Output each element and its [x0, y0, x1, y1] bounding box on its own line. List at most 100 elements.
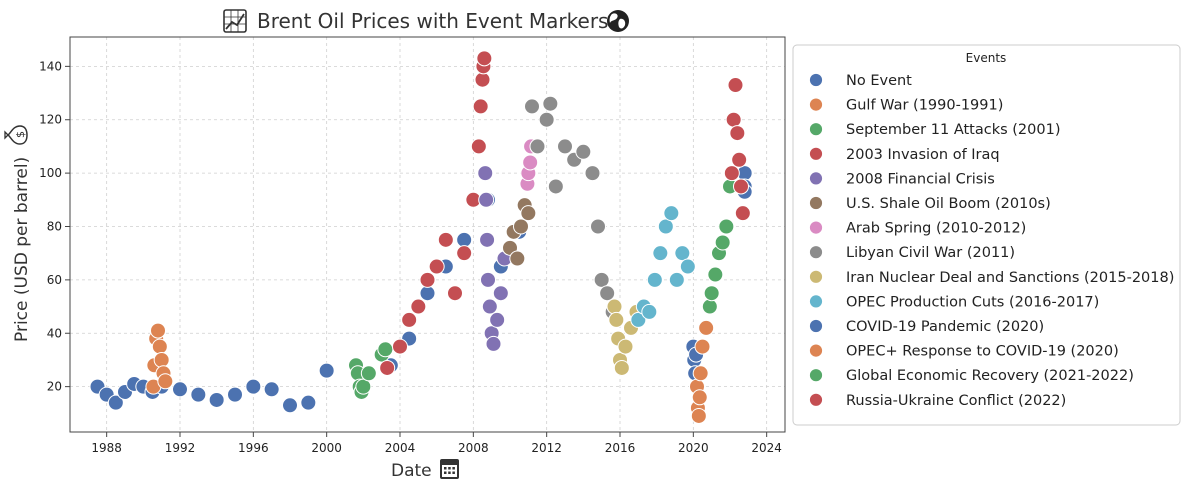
data-point — [419, 271, 436, 288]
data-point — [300, 394, 317, 411]
data-point — [701, 298, 718, 315]
x-tick-label: 2012 — [531, 441, 562, 455]
data-point — [613, 359, 630, 376]
data-point — [547, 178, 564, 195]
legend-marker — [809, 220, 823, 235]
data-point — [485, 335, 502, 352]
data-point — [698, 319, 715, 336]
series-5 — [502, 197, 537, 267]
legend-label: U.S. Shale Oil Boom (2010s) — [846, 196, 1051, 212]
legend-title: Events — [966, 51, 1007, 65]
series-0 — [89, 165, 753, 414]
data-point — [478, 191, 495, 208]
data-point — [691, 389, 708, 406]
data-point — [476, 50, 493, 67]
x-tick-label: 2000 — [311, 441, 342, 455]
series-9 — [630, 205, 696, 328]
calendar-icon — [440, 459, 459, 479]
data-point — [529, 138, 546, 155]
data-point — [652, 245, 669, 262]
data-point — [472, 98, 489, 115]
data-point — [208, 391, 225, 408]
data-point — [733, 178, 749, 195]
data-point — [599, 285, 616, 302]
grid — [70, 37, 785, 432]
data-point — [428, 258, 445, 275]
data-point — [190, 386, 207, 403]
data-point — [731, 151, 748, 168]
data-point — [447, 285, 463, 302]
data-point — [727, 77, 744, 94]
data-point — [481, 298, 498, 315]
globe-icon — [607, 10, 629, 32]
x-tick-label: 1996 — [238, 441, 269, 455]
data-point — [723, 165, 740, 182]
legend-label: COVID-19 Pandemic (2020) — [846, 319, 1044, 335]
legend-item: No Event — [809, 73, 912, 89]
data-point — [668, 271, 685, 288]
data-point — [694, 338, 711, 355]
data-point — [703, 285, 720, 302]
data-point — [151, 338, 168, 355]
data-point — [489, 311, 506, 328]
data-point — [477, 165, 494, 182]
data-point — [641, 303, 658, 320]
legend-item: Libyan Civil War (2011) — [809, 245, 1015, 261]
legend-marker — [809, 368, 823, 383]
data-point — [410, 298, 427, 315]
series-8 — [606, 298, 645, 376]
data-point — [690, 407, 707, 424]
legend-marker — [809, 269, 823, 284]
legend-item: September 11 Attacks (2001) — [809, 122, 1060, 138]
data-point — [480, 271, 496, 288]
legend-marker — [809, 97, 823, 112]
series-4 — [477, 165, 513, 352]
x-axis-ticks: 1988 1992 1996 2000 2004 2008 2012 2016 2020 2024 — [91, 432, 782, 455]
data-point — [646, 271, 663, 288]
data-point — [542, 95, 559, 112]
data-point — [725, 111, 742, 128]
data-point — [470, 138, 487, 155]
y-tick-label: 40 — [47, 326, 62, 340]
legend-marker — [809, 196, 823, 210]
y-tick-label: 120 — [39, 113, 62, 127]
legend-marker — [809, 319, 823, 333]
y-axis-ticks: 20 40 60 80 100 120 140 — [39, 59, 70, 394]
legend-marker — [809, 73, 823, 87]
data-point — [479, 231, 496, 248]
legend-marker — [809, 171, 823, 186]
legend-item: Iran Nuclear Deal and Sanctions (2015-20… — [809, 269, 1174, 286]
y-tick-label: 100 — [39, 166, 62, 180]
legend-marker — [809, 294, 823, 309]
chart-icon — [223, 9, 247, 33]
legend-item: 2008 Financial Crisis — [809, 171, 995, 187]
legend: Events No Event Gulf War (1990-1991) Septe… — [792, 44, 1181, 426]
data-point — [692, 365, 709, 382]
data-point — [245, 378, 262, 395]
data-point — [557, 138, 573, 155]
legend-label: Libyan Civil War (2011) — [846, 245, 1015, 261]
series-1 — [145, 322, 174, 395]
legend-label: 2003 Invasion of Iraq — [846, 147, 1000, 163]
data-point — [707, 266, 724, 283]
x-tick-label: 2004 — [385, 441, 416, 455]
legend-marker — [809, 343, 823, 358]
x-tick-label: 1988 — [91, 441, 122, 455]
data-point — [575, 143, 592, 160]
data-point — [538, 111, 555, 128]
series-13 — [723, 77, 751, 222]
data-point — [734, 205, 751, 222]
data-point — [263, 381, 280, 398]
data-point — [714, 234, 731, 251]
data-point — [679, 258, 696, 275]
data-point — [657, 218, 674, 235]
data-point — [456, 231, 473, 248]
legend-item: COVID-19 Pandemic (2020) — [809, 319, 1044, 335]
y-tick-label: 140 — [39, 59, 62, 73]
legend-item: Global Economic Recovery (2021-2022) — [809, 368, 1134, 384]
legend-label: OPEC Production Cuts (2016-2017) — [846, 294, 1099, 310]
data-point — [474, 71, 491, 88]
legend-item: U.S. Shale Oil Boom (2010s) — [809, 196, 1051, 212]
legend-frame — [792, 44, 1181, 426]
